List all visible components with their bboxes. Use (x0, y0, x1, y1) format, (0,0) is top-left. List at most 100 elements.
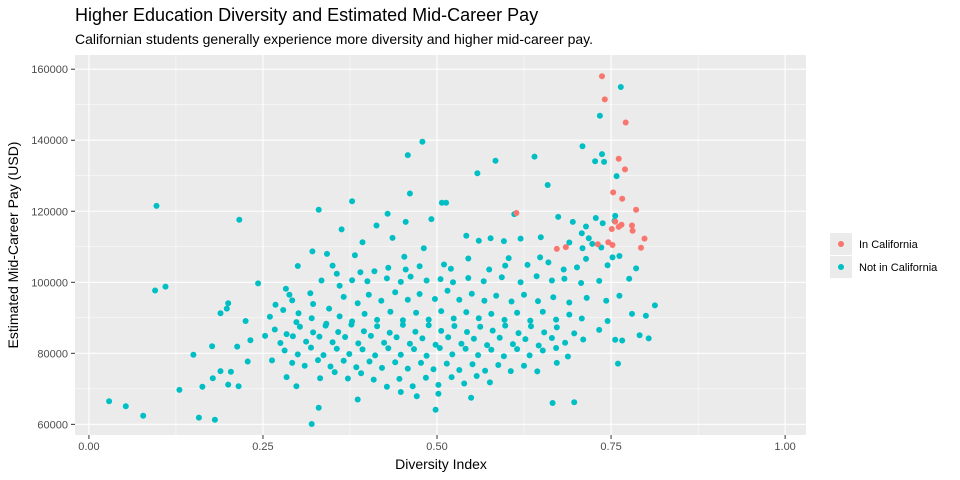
point-not-in-california (612, 337, 618, 343)
point-not-in-california (381, 340, 387, 346)
point-not-in-california (345, 376, 351, 382)
point-not-in-california (522, 336, 528, 342)
point-not-in-california (309, 421, 315, 427)
point-not-in-california (296, 310, 302, 316)
point-not-in-california (495, 362, 501, 368)
point-not-in-california (438, 328, 444, 334)
point-not-in-california (514, 346, 520, 352)
point-not-in-california (471, 336, 477, 342)
point-in-california (622, 166, 628, 172)
point-not-in-california (545, 259, 551, 265)
point-not-in-california (605, 262, 611, 268)
point-not-in-california (474, 373, 480, 379)
point-not-in-california (384, 275, 390, 281)
point-not-in-california (565, 354, 571, 360)
point-not-in-california (428, 216, 434, 222)
point-not-in-california (284, 331, 290, 337)
point-in-california (623, 120, 629, 126)
point-not-in-california (463, 233, 469, 239)
point-not-in-california (384, 384, 390, 390)
point-not-in-california (610, 254, 616, 260)
point-not-in-california (487, 379, 493, 385)
point-not-in-california (629, 311, 635, 317)
point-not-in-california (262, 333, 268, 339)
point-not-in-california (337, 313, 343, 319)
point-not-in-california (316, 334, 322, 340)
point-not-in-california (243, 318, 249, 324)
point-not-in-california (218, 368, 224, 374)
point-not-in-california (619, 338, 625, 344)
point-not-in-california (509, 299, 515, 305)
point-not-in-california (245, 359, 251, 365)
point-not-in-california (418, 360, 424, 366)
point-not-in-california (493, 158, 499, 164)
x-tick-label: 0.75 (600, 441, 621, 453)
point-not-in-california (196, 415, 202, 421)
point-in-california (619, 196, 625, 202)
point-not-in-california (277, 340, 283, 346)
point-not-in-california (321, 352, 327, 358)
point-not-in-california (508, 368, 514, 374)
point-not-in-california (417, 263, 423, 269)
point-not-in-california (403, 219, 409, 225)
point-not-in-california (310, 301, 316, 307)
point-not-in-california (490, 328, 496, 334)
point-not-in-california (390, 235, 396, 241)
point-not-in-california (549, 335, 555, 341)
point-not-in-california (561, 276, 567, 282)
point-not-in-california (405, 297, 411, 303)
point-not-in-california (566, 300, 572, 306)
point-not-in-california (584, 295, 590, 301)
point-not-in-california (366, 292, 372, 298)
point-not-in-california (502, 317, 508, 323)
point-not-in-california (190, 352, 196, 358)
point-not-in-california (486, 267, 492, 273)
point-not-in-california (497, 335, 503, 341)
point-not-in-california (385, 345, 391, 351)
point-not-in-california (337, 283, 343, 289)
point-not-in-california (280, 307, 286, 313)
point-not-in-california (541, 329, 547, 335)
point-not-in-california (423, 375, 429, 381)
point-not-in-california (449, 374, 455, 380)
point-not-in-california (633, 265, 639, 271)
x-axis: 0.00 0.25 0.50 0.75 1.00 (78, 435, 796, 453)
point-not-in-california (488, 347, 494, 353)
point-not-in-california (481, 298, 487, 304)
point-in-california (642, 236, 648, 242)
point-not-in-california (618, 84, 624, 90)
point-not-in-california (554, 360, 560, 366)
point-not-in-california (224, 306, 230, 312)
point-not-in-california (286, 292, 292, 298)
point-not-in-california (597, 113, 603, 119)
point-in-california (610, 189, 616, 195)
point-in-california (638, 245, 644, 251)
y-tick-label: 80000 (37, 348, 68, 360)
point-not-in-california (646, 335, 652, 341)
point-not-in-california (444, 361, 450, 367)
point-not-in-california (355, 300, 361, 306)
y-axis-title: Estimated Mid-Career Pay (USD) (5, 142, 21, 349)
point-not-in-california (481, 278, 487, 284)
point-not-in-california (357, 269, 363, 275)
point-not-in-california (553, 345, 559, 351)
point-not-in-california (534, 368, 540, 374)
point-not-in-california (400, 322, 406, 328)
point-not-in-california (578, 280, 584, 286)
point-not-in-california (579, 230, 585, 236)
point-not-in-california (361, 328, 367, 334)
point-not-in-california (308, 345, 314, 351)
point-not-in-california (475, 352, 481, 358)
point-not-in-california (626, 276, 632, 282)
point-not-in-california (502, 323, 508, 329)
point-not-in-california (470, 361, 476, 367)
point-not-in-california (465, 256, 471, 262)
point-in-california (602, 96, 608, 102)
point-in-california (595, 241, 601, 247)
point-not-in-california (328, 364, 334, 370)
point-not-in-california (407, 341, 413, 347)
point-not-in-california (247, 337, 253, 343)
point-not-in-california (589, 241, 595, 247)
point-not-in-california (527, 318, 533, 324)
